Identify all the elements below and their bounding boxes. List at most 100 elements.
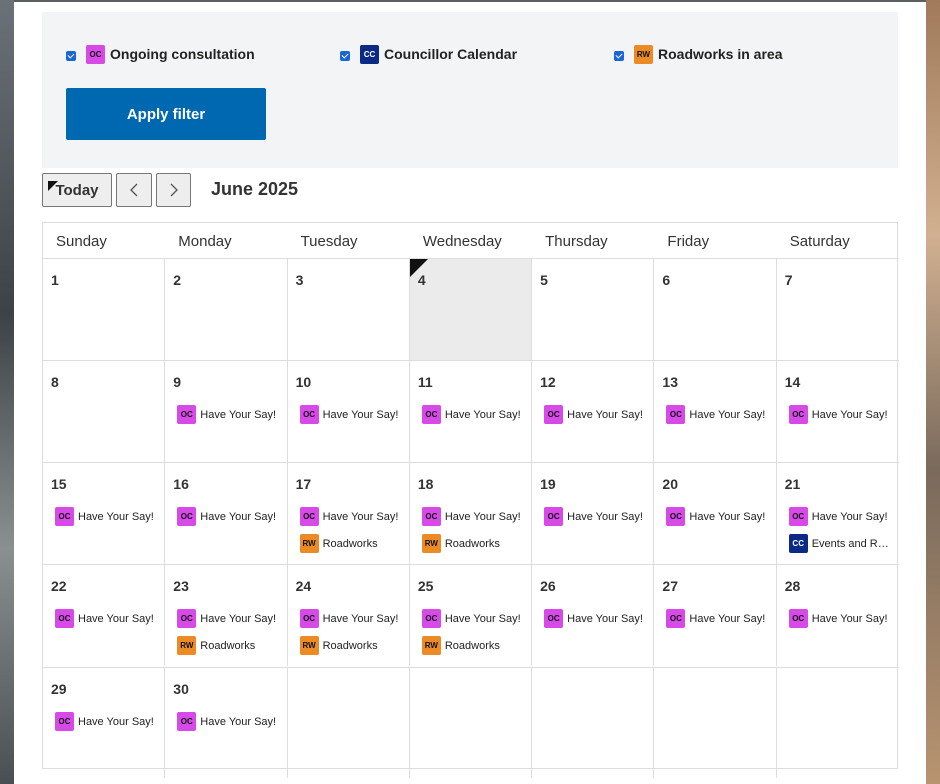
- day-cell: 25 OC Have Your Say! RW Roadworks: [409, 564, 533, 666]
- event[interactable]: OC Have Your Say!: [55, 712, 154, 731]
- day-cell: 19 OC Have Your Say!: [532, 462, 655, 564]
- event[interactable]: OC Have Your Say!: [177, 712, 276, 731]
- event[interactable]: RW Roadworks: [421, 636, 500, 655]
- apply-filter-button[interactable]: Apply filter: [66, 88, 266, 140]
- event[interactable]: RW Roadworks: [177, 636, 255, 655]
- event[interactable]: OC Have Your Say!: [666, 405, 765, 424]
- day-cell: 2: [165, 258, 288, 360]
- event-badge: OC: [421, 507, 441, 526]
- day-number: 14: [784, 374, 801, 390]
- weekday-header: Sunday: [56, 233, 107, 250]
- event-badge: RW: [299, 534, 319, 553]
- event-title: Have Your Say!: [689, 612, 766, 625]
- event-badge: OC: [177, 507, 197, 526]
- event-badge: OC: [55, 609, 74, 628]
- event[interactable]: OC Have Your Say!: [544, 507, 643, 526]
- today-button[interactable]: Today: [42, 173, 112, 207]
- day-cell: 14 OC Have Your Say!: [776, 360, 899, 462]
- weekday-header: Wednesday: [422, 233, 502, 250]
- filter-option[interactable]: RW Roadworks in area: [614, 44, 783, 64]
- day-number: 7: [784, 272, 793, 288]
- event[interactable]: OC Have Your Say!: [544, 405, 643, 424]
- day-cell: 24 OC Have Your Say! RW Roadworks: [287, 564, 410, 666]
- event-title: Have Your Say!: [322, 510, 399, 523]
- event[interactable]: OC Have Your Say!: [544, 609, 643, 628]
- event-title: Have Your Say!: [444, 510, 521, 523]
- weekday-header: Tuesday: [300, 233, 358, 250]
- day-number: 15: [51, 476, 67, 492]
- event-badge: OC: [788, 405, 808, 424]
- day-cell: 18 OC Have Your Say! RW Roadworks: [409, 462, 533, 564]
- day-number: 25: [417, 578, 434, 594]
- event[interactable]: OC Have Your Say!: [299, 405, 398, 424]
- event[interactable]: CC Events and R…: [788, 534, 889, 553]
- day-number: 28: [784, 578, 801, 594]
- day-cell: [532, 667, 655, 778]
- event-title: Have Your Say!: [689, 408, 766, 421]
- event-badge: OC: [55, 712, 74, 731]
- today-marker: [48, 181, 58, 191]
- event-badge: OC: [544, 609, 564, 628]
- day-number: 26: [540, 578, 556, 594]
- filter-badge: OC: [86, 44, 105, 64]
- event[interactable]: OC Have Your Say!: [788, 405, 888, 424]
- filter-label: Ongoing consultation: [110, 46, 255, 62]
- event[interactable]: OC Have Your Say!: [666, 507, 765, 526]
- day-cell: 4: [409, 258, 533, 360]
- day-cell: 12 OC Have Your Say!: [532, 360, 655, 462]
- today-label: Today: [55, 181, 99, 199]
- weekday-header: Thursday: [545, 233, 608, 250]
- event[interactable]: RW Roadworks: [299, 636, 378, 655]
- weekday-header: Friday: [667, 233, 710, 250]
- event-badge: OC: [421, 609, 441, 628]
- day-cell: 5: [532, 258, 655, 360]
- filter-option[interactable]: OC Ongoing consultation: [66, 44, 255, 64]
- day-number: 4: [417, 272, 426, 288]
- event[interactable]: OC Have Your Say!: [177, 507, 276, 526]
- event[interactable]: OC Have Your Say!: [421, 507, 521, 526]
- prev-button[interactable]: [116, 173, 152, 207]
- event-badge: OC: [177, 712, 197, 731]
- event[interactable]: OC Have Your Say!: [421, 609, 521, 628]
- event[interactable]: OC Have Your Say!: [55, 609, 154, 628]
- event-title: Roadworks: [444, 537, 500, 550]
- checkbox[interactable]: [340, 51, 350, 61]
- day-cell: [287, 667, 410, 778]
- day-number: 19: [540, 476, 556, 492]
- event[interactable]: RW Roadworks: [421, 534, 500, 553]
- day-cell: 21 OC Have Your Say! CC Events and R…: [776, 462, 899, 564]
- day-cell: [654, 667, 777, 778]
- event[interactable]: OC Have Your Say!: [788, 609, 888, 628]
- checkbox[interactable]: [66, 51, 76, 61]
- event-badge: RW: [299, 636, 319, 655]
- event[interactable]: OC Have Your Say!: [55, 507, 154, 526]
- day-cell: [776, 667, 899, 778]
- day-cell: 13 OC Have Your Say!: [654, 360, 777, 462]
- day-cell: 16 OC Have Your Say!: [165, 462, 288, 564]
- event-title: Have Your Say!: [567, 408, 643, 421]
- event[interactable]: OC Have Your Say!: [666, 609, 765, 628]
- filter-option[interactable]: CC Councillor Calendar: [340, 44, 517, 64]
- event-badge: OC: [299, 507, 319, 526]
- event[interactable]: OC Have Your Say!: [177, 609, 276, 628]
- event-title: Have Your Say!: [200, 715, 277, 728]
- event[interactable]: OC Have Your Say!: [299, 609, 398, 628]
- event[interactable]: OC Have Your Say!: [788, 507, 888, 526]
- day-number: 23: [173, 578, 189, 594]
- weekday-header: Saturday: [789, 233, 850, 250]
- day-cell: 6: [654, 258, 777, 360]
- event[interactable]: OC Have Your Say!: [299, 507, 399, 526]
- event[interactable]: RW Roadworks: [299, 534, 378, 553]
- next-button[interactable]: [156, 173, 191, 207]
- day-cell: 3: [287, 258, 410, 360]
- day-number: 20: [662, 476, 678, 492]
- background: [926, 0, 940, 784]
- event-title: Have Your Say!: [567, 612, 643, 625]
- event-badge: OC: [788, 609, 808, 628]
- checkbox[interactable]: [614, 51, 624, 61]
- day-cell: 27 OC Have Your Say!: [654, 564, 777, 666]
- event[interactable]: OC Have Your Say!: [177, 405, 276, 424]
- event-badge: OC: [544, 405, 564, 424]
- event[interactable]: OC Have Your Say!: [421, 405, 521, 424]
- event-title: Have Your Say!: [200, 408, 277, 421]
